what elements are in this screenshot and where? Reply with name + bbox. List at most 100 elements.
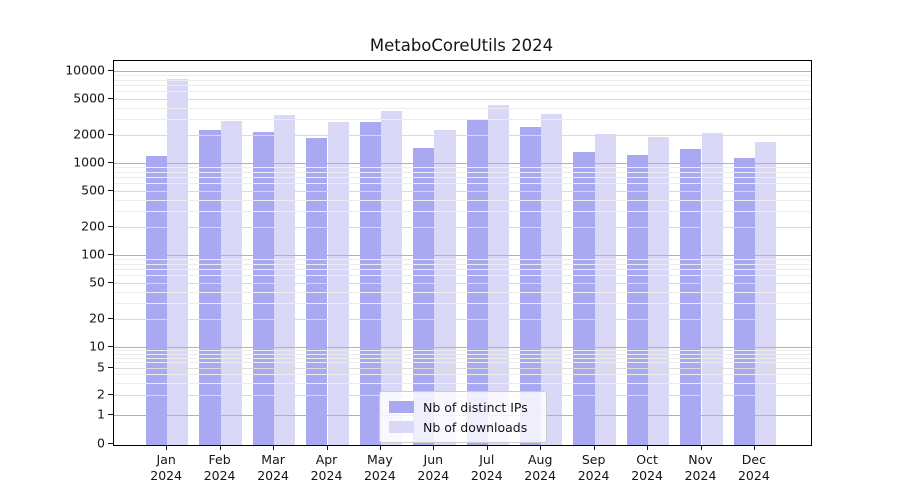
gridline-600 [114,183,811,185]
gridline-3 [114,382,811,384]
xtick-label-jan: Jan 2024 [150,452,183,483]
gridline-90 [114,259,811,261]
xtick-mark-jan [166,446,168,450]
gridline-100 [114,255,811,256]
ytick-label-5000: 5000 [73,90,105,106]
gridline-70 [114,269,811,271]
gridline-5 [114,367,811,369]
xtick-mark-aug [540,446,542,450]
legend-label-distinct-ips: Nb of distinct IPs [423,399,528,415]
legend-item-distinct-ips: Nb of distinct IPs [389,397,539,417]
bar-distinct-ips-feb [199,129,221,445]
ytick-label-200: 200 [81,218,105,234]
xtick-label-apr: Apr 2024 [310,452,343,483]
ytick-mark-1 [108,414,113,416]
gridline-7000 [114,85,811,87]
gridline-9 [114,350,811,352]
ytick-label-50: 50 [89,274,105,290]
ytick-mark-500 [108,189,113,191]
gridline-9000 [114,75,811,77]
gridline-8000 [114,79,811,81]
bar-distinct-ips-sep [573,151,595,445]
xtick-mark-mar [273,446,275,450]
bar-distinct-ips-aug [519,127,542,445]
legend-swatch-downloads [389,421,414,433]
gridline-6 [114,362,811,364]
ytick-label-10000: 10000 [65,62,105,78]
ytick-label-1000: 1000 [73,154,105,170]
ytick-label-5: 5 [97,359,105,374]
gridline-7 [114,357,811,359]
ytick-mark-10 [108,346,113,348]
xtick-label-nov: Nov 2024 [684,452,717,483]
bar-distinct-ips-dec [733,158,755,445]
ytick-label-500: 500 [81,182,105,198]
legend-item-downloads: Nb of downloads [389,417,539,437]
xtick-mark-apr [326,446,328,450]
chart-title: MetaboCoreUtils 2024 [369,36,554,55]
bar-downloads-jun [434,129,456,445]
ytick-label-2: 2 [97,386,105,401]
xtick-label-dec: Dec 2024 [737,452,770,483]
gridline-50 [114,282,811,284]
ytick-label-10: 10 [89,338,105,354]
xtick-mark-jun [433,446,435,450]
ytick-mark-100 [108,254,113,256]
gridline-80 [114,263,811,265]
xtick-label-mar: Mar 2024 [257,452,289,483]
bar-downloads-may [380,110,403,445]
xtick-mark-dec [753,446,756,450]
ytick-mark-1000 [108,162,113,164]
plot-area: Nb of distinct IPs Nb of downloads [113,60,812,446]
bar-distinct-ips-jul [466,119,488,445]
legend-swatch-distinct-ips [389,401,414,413]
gridline-800 [114,171,811,173]
gridlines-layer [114,61,811,445]
gridline-60 [114,275,811,277]
ytick-label-2000: 2000 [73,126,105,142]
ytick-mark-5 [108,366,113,368]
xtick-mark-oct [647,446,649,450]
xtick-mark-may [379,446,382,450]
gridline-3000 [114,119,811,121]
xtick-label-sep: Sep 2024 [577,452,610,483]
gridline-8 [114,353,811,355]
bar-downloads-jul [487,104,510,445]
gridline-6000 [114,91,811,93]
ytick-label-0: 0 [97,435,105,451]
xtick-label-jun: Jun 2024 [417,452,450,483]
ytick-label-100: 100 [81,246,105,262]
xtick-mark-sep [593,446,595,450]
gridline-2000 [114,135,811,137]
ytick-label-1: 1 [97,406,105,422]
gridline-20 [114,319,811,321]
gridline-10 [114,347,811,348]
ytick-label-20: 20 [89,310,105,326]
bar-distinct-ips-mar [252,132,275,445]
gridline-700 [114,177,811,179]
xtick-mark-nov [700,446,702,450]
xtick-label-aug: Aug 2024 [524,452,557,483]
ytick-mark-50 [108,281,113,283]
gridline-30 [114,303,811,305]
gridline-300 [114,211,811,213]
gridline-1000 [114,163,811,164]
xtick-mark-jul [486,446,488,450]
gridline-4 [114,374,811,376]
ytick-mark-20 [108,318,113,320]
bar-downloads-nov [701,133,723,445]
gridline-200 [114,227,811,229]
legend: Nb of distinct IPs Nb of downloads [379,391,547,443]
bar-distinct-ips-jun [413,147,435,445]
gridline-4000 [114,107,811,109]
ytick-mark-200 [108,226,113,228]
gridline-900 [114,167,811,169]
xtick-label-feb: Feb 2024 [203,452,236,483]
ytick-mark-0 [108,443,113,445]
xtick-label-oct: Oct 2024 [631,452,663,483]
gridline-500 [114,190,811,192]
ytick-mark-2000 [108,134,113,136]
ytick-mark-5000 [108,97,113,99]
ytick-mark-10000 [108,70,113,72]
bar-downloads-jan [167,78,189,445]
